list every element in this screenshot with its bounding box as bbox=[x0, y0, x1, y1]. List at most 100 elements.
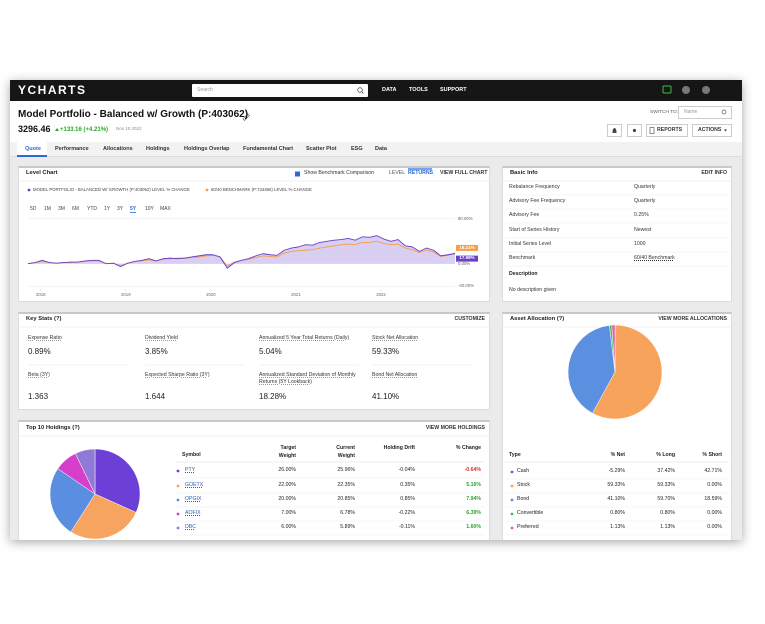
tab[interactable]: Fundamental Chart bbox=[243, 146, 294, 153]
pie-slice bbox=[49, 468, 96, 533]
panel-title: Top 10 Holdings (?) bbox=[26, 425, 80, 432]
range-button[interactable]: YTD bbox=[87, 205, 97, 212]
symbol[interactable]: GOETX bbox=[185, 482, 204, 489]
symbol[interactable]: DBC bbox=[185, 524, 196, 531]
range-button[interactable]: 5D bbox=[30, 205, 37, 212]
user-icon bbox=[702, 86, 710, 94]
tab[interactable]: Allocations bbox=[103, 146, 133, 153]
info-value: 0.25% bbox=[634, 212, 649, 219]
more-link[interactable]: VIEW MORE ALLOCATIONS bbox=[658, 316, 727, 323]
panel-title: Key Stats (?) bbox=[26, 316, 62, 323]
panel-title: Asset Allocation (?) bbox=[510, 316, 565, 323]
nav-link[interactable]: DATA bbox=[382, 86, 397, 93]
benchmark-toggle[interactable]: Show Benchmark Comparison bbox=[304, 170, 375, 177]
symbol[interactable]: OPGIX bbox=[185, 496, 202, 503]
stat-label: Expense Ratio bbox=[28, 335, 62, 342]
reports-button[interactable] bbox=[646, 124, 688, 137]
x-tick-label: 2018 bbox=[35, 291, 46, 297]
symbol[interactable]: AOFIX bbox=[185, 510, 201, 517]
range-button[interactable]: 1M bbox=[44, 205, 51, 212]
nav-link[interactable]: SUPPORT bbox=[440, 86, 467, 93]
stat-label: Expected Sharpe Ratio (3Y) bbox=[145, 372, 210, 378]
key-stats-panel bbox=[18, 312, 490, 410]
legend-dot bbox=[510, 484, 514, 488]
range-button[interactable]: MAX bbox=[160, 205, 171, 212]
pie-slice bbox=[567, 325, 616, 414]
tab[interactable]: Performance bbox=[55, 146, 89, 153]
range-button[interactable]: 6M bbox=[72, 205, 79, 212]
current-weight: 20.85% bbox=[337, 496, 355, 503]
chat-icon bbox=[662, 85, 672, 94]
line bbox=[27, 235, 456, 269]
tab[interactable]: Quote bbox=[25, 146, 41, 153]
view-toggle[interactable]: RETURNS bbox=[408, 170, 434, 177]
info-label: Advisory Fee bbox=[509, 212, 540, 219]
net-value: 1.13% bbox=[610, 524, 625, 531]
search-icon bbox=[721, 109, 727, 115]
price-date: Nov 10 2022 bbox=[116, 126, 142, 132]
stat-value: 41.10% bbox=[372, 392, 400, 401]
asset-type: Cash bbox=[517, 468, 530, 475]
current-weight: 6.78% bbox=[340, 510, 355, 517]
nav-link[interactable]: TOOLS bbox=[409, 86, 428, 93]
price-change: +133.16 (+4.21%) bbox=[60, 126, 109, 133]
long-value: 59.33% bbox=[657, 482, 675, 489]
tab[interactable]: Scatter Plot bbox=[306, 146, 337, 153]
logo[interactable]: YCHARTS bbox=[18, 83, 87, 97]
legend-dot bbox=[510, 512, 514, 516]
edit-link[interactable]: EDIT INFO bbox=[701, 170, 727, 177]
short-value: 0.00% bbox=[707, 510, 722, 517]
range-button[interactable]: 5Y bbox=[130, 205, 137, 212]
tab[interactable]: Holdings Overlap bbox=[184, 146, 230, 153]
tab-bar bbox=[10, 142, 742, 157]
view-toggle[interactable]: LEVEL bbox=[389, 170, 406, 177]
customize-link[interactable]: CUSTOMIZE bbox=[454, 316, 485, 323]
range-button[interactable]: 3M bbox=[58, 205, 65, 212]
info-value: 1000 bbox=[634, 241, 646, 248]
x-tick-label: 2019 bbox=[121, 291, 131, 297]
column-header: % Net bbox=[610, 452, 625, 459]
net-value: 0.80% bbox=[610, 510, 625, 517]
tab[interactable]: ESG bbox=[351, 146, 363, 153]
short-value: 42.71% bbox=[704, 468, 722, 475]
info-value: Quarterly bbox=[634, 198, 656, 205]
full-chart-link[interactable]: VIEW FULL CHART bbox=[440, 170, 488, 177]
short-value: 0.00% bbox=[707, 482, 722, 489]
stat-label: Annualized 5 Year Total Returns (Daily) bbox=[259, 335, 350, 342]
stat-label: Dividend Yield bbox=[145, 335, 178, 342]
share-icon bbox=[632, 128, 637, 133]
short-value: 0.00% bbox=[707, 524, 722, 531]
range-button[interactable]: 3Y bbox=[117, 205, 124, 212]
info-label: Benchmark bbox=[509, 255, 536, 262]
info-value: 60/40 Benchmark bbox=[634, 255, 675, 262]
target-weight: 26.00% bbox=[278, 467, 296, 474]
column-header: % Change bbox=[455, 445, 481, 452]
stat-value: 0.89% bbox=[28, 347, 51, 356]
stat-label: Beta (3Y) bbox=[28, 372, 50, 378]
pie-slice bbox=[611, 324, 616, 373]
info-value: Quarterly bbox=[634, 184, 656, 191]
range-button[interactable]: 10Y bbox=[145, 205, 154, 212]
symbol[interactable]: PTY bbox=[185, 467, 196, 474]
tab[interactable]: Holdings bbox=[146, 146, 170, 153]
up-arrow bbox=[55, 128, 59, 131]
tab[interactable]: Data bbox=[375, 146, 387, 153]
legend-dot bbox=[176, 526, 180, 530]
more-link[interactable]: VIEW MORE HOLDINGS bbox=[425, 425, 485, 432]
y-tick-label: -40.00% bbox=[458, 283, 475, 289]
holding-drift: -0.04% bbox=[398, 467, 415, 474]
price: 3296.46 bbox=[18, 123, 51, 134]
level-chart-panel bbox=[18, 166, 490, 302]
switch-input[interactable] bbox=[678, 106, 732, 119]
end-tag-label: 17.98% bbox=[459, 255, 475, 261]
long-value: 0.80% bbox=[660, 510, 675, 517]
range-button[interactable]: 1Y bbox=[104, 205, 111, 212]
column-header: % Long bbox=[656, 452, 675, 459]
end-tag-label: 19.21% bbox=[459, 244, 475, 250]
actions-button[interactable] bbox=[692, 124, 732, 137]
pie-slice bbox=[592, 324, 663, 420]
search-box[interactable] bbox=[192, 84, 368, 97]
search-icon bbox=[361, 91, 364, 94]
target-weight: 6.00% bbox=[281, 524, 296, 531]
